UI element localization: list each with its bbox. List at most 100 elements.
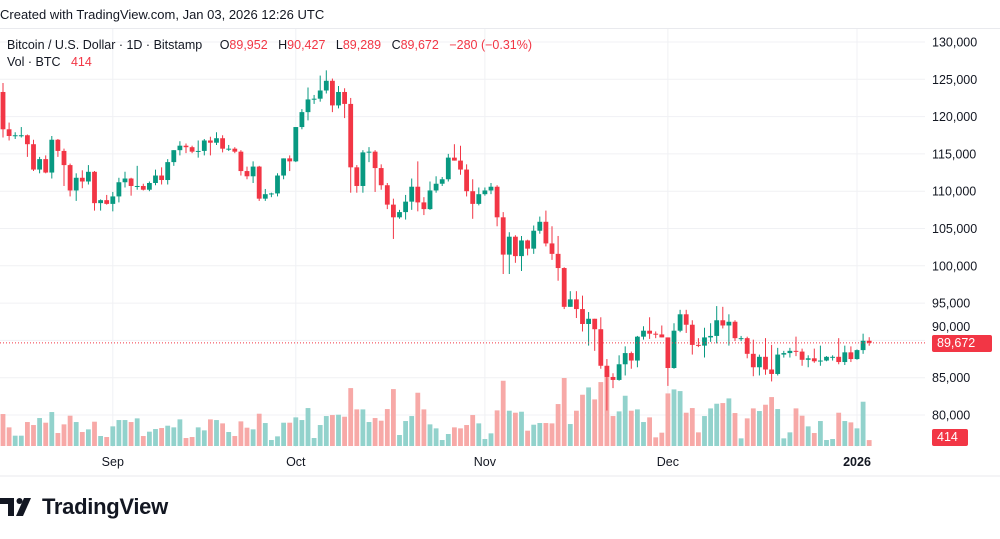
volume-bar — [757, 411, 762, 446]
volume-bar — [677, 391, 683, 446]
volume-bar — [49, 412, 55, 446]
volume-bar — [586, 387, 591, 446]
tradingview-logo[interactable]: TradingView — [0, 494, 168, 520]
candle-body — [677, 314, 683, 331]
candle-body — [500, 217, 506, 255]
symbol-description[interactable]: Bitcoin / U.S. Dollar · 1D · Bitstamp — [7, 38, 203, 52]
volume-bar — [622, 395, 628, 446]
volume-bar — [824, 440, 829, 446]
candle-body — [189, 147, 195, 152]
volume-bar — [750, 408, 756, 446]
candle-body — [696, 344, 701, 346]
candle-body — [598, 329, 604, 366]
price-axis-label: 110,000 — [932, 185, 976, 199]
volume-bar — [269, 440, 274, 446]
price-axis-label: 80,000 — [932, 409, 970, 423]
candle-body — [153, 175, 158, 183]
volume-bar — [610, 416, 616, 446]
volume-bar — [238, 421, 244, 446]
candlestick-chart[interactable]: 130,000 125,000 120,000 115,000 110,000 105,0… — [0, 29, 1000, 489]
volume-bar — [98, 436, 103, 446]
candle-body — [433, 183, 439, 191]
candle-body — [262, 194, 268, 199]
candle-body — [116, 182, 122, 197]
volume-bar — [43, 422, 49, 446]
candle-body — [787, 350, 793, 354]
candle-body — [744, 338, 750, 354]
candle-body — [506, 236, 512, 255]
candle-body — [232, 148, 238, 152]
candle-body — [653, 333, 659, 335]
candle-body — [818, 360, 823, 362]
volume-bar — [18, 435, 24, 446]
candle-body — [366, 151, 372, 153]
volume-bar — [659, 432, 665, 446]
volume-bar — [506, 410, 512, 446]
candle-body — [488, 186, 494, 191]
volume-bar — [458, 428, 463, 446]
candle-body — [354, 167, 360, 186]
open-label: O — [219, 38, 230, 52]
candle-body — [238, 151, 244, 172]
volume-bar — [628, 410, 634, 446]
candle-body — [305, 99, 311, 113]
volume-bar — [799, 415, 805, 446]
candle-body — [866, 340, 872, 343]
price-axis-label: 120,000 — [932, 110, 977, 124]
candle-body — [348, 103, 354, 168]
volume-bar — [140, 436, 146, 446]
candle-body — [439, 179, 445, 184]
candle-body — [226, 148, 232, 150]
candle-body — [311, 98, 317, 100]
candle-body — [384, 185, 390, 205]
volume-bar — [256, 413, 262, 446]
candle-body — [171, 150, 177, 163]
volume-bar — [244, 427, 250, 446]
volume-bar — [665, 393, 671, 446]
candle-body — [811, 358, 817, 362]
date-axis-label: Oct — [286, 455, 306, 469]
candle-body — [805, 358, 811, 360]
volume-bar — [744, 418, 750, 446]
candle-body — [586, 318, 591, 324]
volume-bar — [153, 429, 158, 446]
volume-bar — [232, 436, 238, 446]
date-axis-label: 2026 — [843, 455, 871, 469]
candle-body — [86, 171, 91, 182]
volume-bar — [323, 416, 329, 446]
volume-bar — [543, 423, 549, 446]
volume-bar — [860, 401, 866, 446]
candle-body — [513, 236, 518, 257]
low-label: L — [335, 38, 343, 52]
volume-bar — [787, 432, 793, 446]
volume-bar — [635, 409, 640, 446]
candle-body — [79, 177, 85, 182]
created-with-text: Created with TradingView.com, Jan 03, 20… — [0, 7, 325, 22]
close-label: C — [391, 38, 401, 52]
candle-body — [201, 140, 207, 151]
ohlc-legend-row: Bitcoin / U.S. Dollar · 1D · Bitstamp O8… — [7, 37, 532, 54]
volume-bar — [574, 410, 579, 446]
candle-body — [323, 80, 329, 91]
volume-bar — [311, 438, 317, 446]
volume-bar — [287, 422, 293, 446]
volume-bar — [592, 399, 598, 446]
header-divider — [0, 28, 1000, 29]
volume-bar — [110, 426, 116, 446]
candle-body — [269, 193, 274, 195]
candle-body — [854, 350, 860, 360]
candle-body — [293, 127, 299, 162]
volume-bar — [0, 414, 6, 446]
candle-body — [458, 160, 463, 170]
volume-label[interactable]: Vol · BTC — [7, 55, 61, 69]
volume-bar — [738, 438, 744, 446]
volume-bar — [250, 429, 256, 446]
candle-body — [482, 190, 488, 195]
candle-body — [421, 202, 427, 210]
candle-body — [702, 337, 707, 346]
volume-bar — [73, 422, 79, 446]
volume-bar — [689, 408, 695, 446]
candle-body — [415, 186, 421, 203]
candle-body — [476, 194, 482, 204]
volume-bar — [830, 439, 835, 446]
